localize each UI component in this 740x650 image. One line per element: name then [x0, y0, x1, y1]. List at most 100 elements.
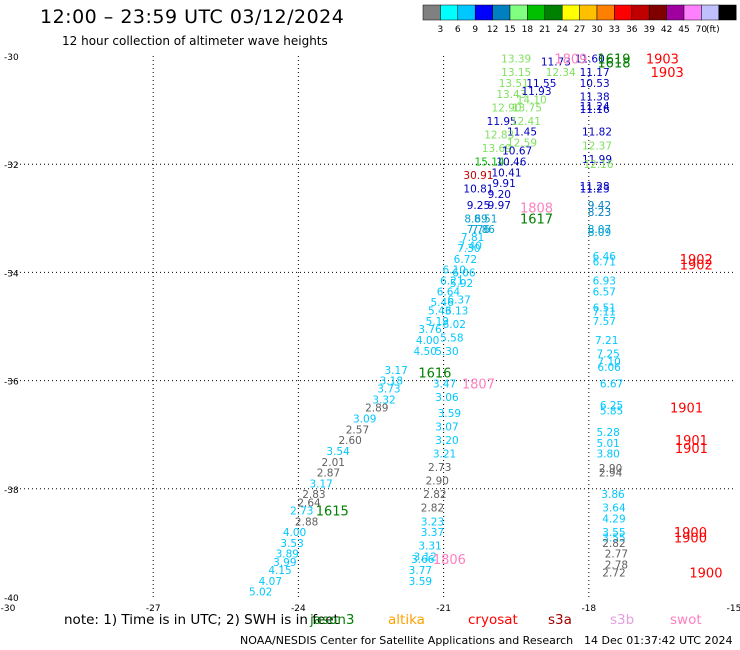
wave-height-value: 2.89 — [365, 403, 388, 415]
wave-height-value: 7.21 — [595, 335, 618, 347]
wave-height-value: 7.11 — [593, 306, 616, 318]
colorbar-tick-label: 9 — [472, 25, 478, 35]
wave-height-value: 12.90 — [491, 102, 521, 114]
wave-height-value: 3.21 — [433, 449, 456, 461]
wave-height-value: 3.20 — [435, 435, 458, 447]
wave-height-value: 4.07 — [259, 576, 282, 588]
wave-height-value: 3.17 — [309, 478, 332, 490]
wave-height-value: 6.21 — [440, 276, 463, 288]
wave-height-value: 6.10 — [443, 265, 466, 277]
y-tick-label: -34 — [4, 269, 19, 279]
wave-height-value: 5.92 — [450, 278, 473, 290]
wave-height-value: 9.25 — [467, 200, 490, 212]
colorbar-tick-label: 21 — [539, 25, 550, 35]
x-tick-label: -30 — [1, 604, 16, 612]
wave-height-value: 6.13 — [445, 305, 468, 317]
colorbar-tick-label: 70 — [696, 25, 708, 35]
wave-height-value: 7.81 — [461, 232, 484, 244]
altimeter-chart: -30-32-34-36-38-40-30 -27 -24 -21 -18 -1513.3… — [1, 53, 740, 612]
wave-height-value: 10.41 — [491, 167, 521, 179]
wave-height-value: 3.32 — [372, 395, 395, 407]
colorbar-tick-label: 39 — [643, 25, 655, 35]
wave-height-value: 5.30 — [435, 346, 458, 358]
pass-label: 1807 — [462, 377, 495, 392]
wave-height-value: 13.51 — [499, 78, 529, 90]
wave-height-value: 2.64 — [297, 497, 321, 509]
x-tick-label: -21 — [436, 604, 451, 612]
wave-height-value: 3.86 — [601, 489, 625, 501]
wave-height-value: 11.82 — [582, 127, 612, 139]
y-tick-label: -38 — [4, 486, 19, 496]
pass-label: 1903 — [646, 53, 679, 68]
satellite-s3a: s3a — [548, 612, 572, 628]
wave-height-value: 30.91 — [463, 170, 493, 182]
pass-label: 1618 — [597, 56, 630, 71]
wave-height-value: 3.80 — [596, 449, 619, 461]
wave-height-value: 11.16 — [580, 104, 610, 116]
wave-height-value: 4.50 — [414, 346, 437, 358]
colorbar-tick-label: 33 — [609, 25, 620, 35]
wave-height-value: 2.90 — [426, 476, 449, 488]
wave-height-value: 6.37 — [447, 294, 470, 306]
wave-height-value: 8.51 — [474, 213, 497, 225]
wave-height-value: 6.67 — [600, 378, 623, 390]
wave-height-value: 11.17 — [580, 67, 610, 79]
pass-label: 1809 — [554, 53, 587, 68]
wave-height-value: 13.69 — [482, 143, 512, 155]
satellite-swot: swot — [670, 612, 702, 628]
satellite-legend: jason3 altika cryosat s3a s3b swot — [0, 612, 740, 630]
satellite-altika: altika — [388, 612, 425, 628]
generation-timestamp: 14 Dec 01:37:42 UTC 2024 — [584, 634, 733, 647]
wave-height-value: 15.14 — [475, 156, 505, 168]
wave-height-value: 3.47 — [433, 378, 456, 390]
wave-height-value: 12.83 — [484, 129, 514, 141]
wave-height-value: 6.57 — [593, 286, 616, 298]
wave-height-value: 3.31 — [418, 541, 441, 553]
pass-label: 1617 — [520, 212, 553, 227]
wave-height-value: 11.93 — [521, 86, 551, 98]
satellite-cryosat: cryosat — [468, 612, 518, 628]
pass-label: 1616 — [418, 366, 451, 381]
y-tick-label: -32 — [4, 161, 19, 171]
wave-height-value: 3.64 — [602, 503, 626, 515]
colorbar-tick-label: 12 — [487, 25, 498, 35]
y-tick-label: -30 — [4, 53, 19, 63]
wave-height-value: 7.76 — [467, 224, 491, 236]
wave-height-value: 3.54 — [326, 446, 350, 458]
wave-height-value: 2.73 — [428, 462, 451, 474]
wave-height-value: 12.41 — [511, 116, 541, 128]
wave-height-value: 2.01 — [322, 457, 345, 469]
wave-height-value: 3.59 — [438, 408, 461, 420]
wave-height-value: 3.73 — [377, 384, 400, 396]
pass-label: 1902 — [680, 258, 713, 273]
colorbar-swatch — [718, 4, 737, 21]
satellite-s3b: s3b — [610, 612, 635, 628]
wave-height-value: 11.95 — [487, 116, 517, 128]
wave-height-value: 11.45 — [507, 127, 537, 139]
footnote: note: 1) Time is in UTC; 2) SWH is in fe… — [64, 612, 339, 628]
wave-height-value: 12.59 — [507, 138, 537, 150]
pass-label: 1619 — [597, 53, 630, 68]
wave-height-value: 11.73 — [541, 56, 571, 68]
satellite-jason3: jason3 — [310, 612, 355, 628]
wave-height-value: 2.77 — [605, 549, 628, 561]
wave-height-value: 3.55 — [602, 532, 625, 544]
wave-height-value: 10.53 — [580, 78, 610, 90]
wave-height-value: 4.00 — [283, 527, 306, 539]
pass-label: 1808 — [520, 201, 553, 216]
wave-height-value: 9.97 — [488, 200, 511, 212]
wave-height-value: 3.09 — [353, 413, 376, 425]
pass-label: 1903 — [651, 66, 684, 81]
pass-label: 1901 — [675, 434, 708, 449]
wave-height-value: 2.94 — [599, 468, 623, 480]
wave-height-value: 6.93 — [593, 276, 616, 288]
wave-height-value: 7.57 — [593, 316, 616, 328]
x-tick-label: -15 — [727, 604, 740, 612]
wave-height-value: 2.78 — [605, 560, 628, 572]
wave-height-value: 13.15 — [501, 67, 531, 79]
wave-height-value: 2.90 — [599, 463, 622, 475]
colorbar-tick-label: 24 — [556, 25, 568, 35]
colorbar-tick-label: 30 — [591, 25, 603, 35]
pass-label: 1900 — [674, 526, 707, 541]
pass-label: 1901 — [670, 402, 703, 417]
